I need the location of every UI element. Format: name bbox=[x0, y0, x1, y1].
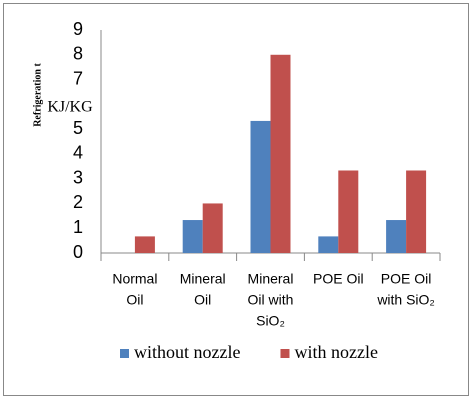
y-tick-label: 1 bbox=[73, 217, 83, 237]
legend-swatch bbox=[280, 349, 290, 358]
x-tick-label: Normal bbox=[112, 271, 157, 287]
y-axis-label: Refrigeration t bbox=[32, 63, 43, 127]
y-axis-unit: KJ/KG bbox=[47, 99, 93, 116]
bar bbox=[338, 170, 359, 253]
x-tick-label: Mineral bbox=[180, 271, 226, 287]
y-tick-label: 0 bbox=[73, 242, 83, 262]
x-tick-label: with SiO₂ bbox=[376, 292, 435, 308]
y-tick-label: 7 bbox=[73, 68, 83, 88]
y-tick-label: 2 bbox=[73, 192, 83, 212]
bar bbox=[318, 236, 339, 253]
legend-label: with nozzle bbox=[294, 342, 377, 362]
x-tick-label: POE Oil bbox=[313, 271, 364, 287]
x-tick-label: POE Oil bbox=[381, 271, 432, 287]
bar bbox=[134, 236, 155, 253]
bar bbox=[406, 170, 427, 253]
x-tick-label: Mineral bbox=[248, 271, 294, 287]
legend-label: without nozzle bbox=[134, 342, 240, 362]
y-tick-label: 8 bbox=[73, 44, 83, 64]
bar bbox=[386, 220, 407, 253]
y-tick-label: 3 bbox=[73, 167, 83, 187]
x-tick-label: SiO₂ bbox=[256, 313, 285, 329]
y-tick-label: 4 bbox=[73, 143, 83, 163]
legend-swatch bbox=[120, 349, 129, 358]
bar bbox=[202, 203, 223, 253]
y-tick-label: 5 bbox=[73, 118, 83, 138]
chart-border bbox=[3, 3, 469, 396]
y-tick-label: 9 bbox=[73, 19, 83, 39]
x-tick-label: Oil bbox=[194, 292, 211, 308]
bar bbox=[250, 120, 271, 253]
x-tick-label: Oil with bbox=[248, 292, 294, 308]
bar bbox=[182, 220, 203, 253]
x-tick-label: Oil bbox=[126, 292, 143, 308]
bar bbox=[270, 54, 291, 254]
